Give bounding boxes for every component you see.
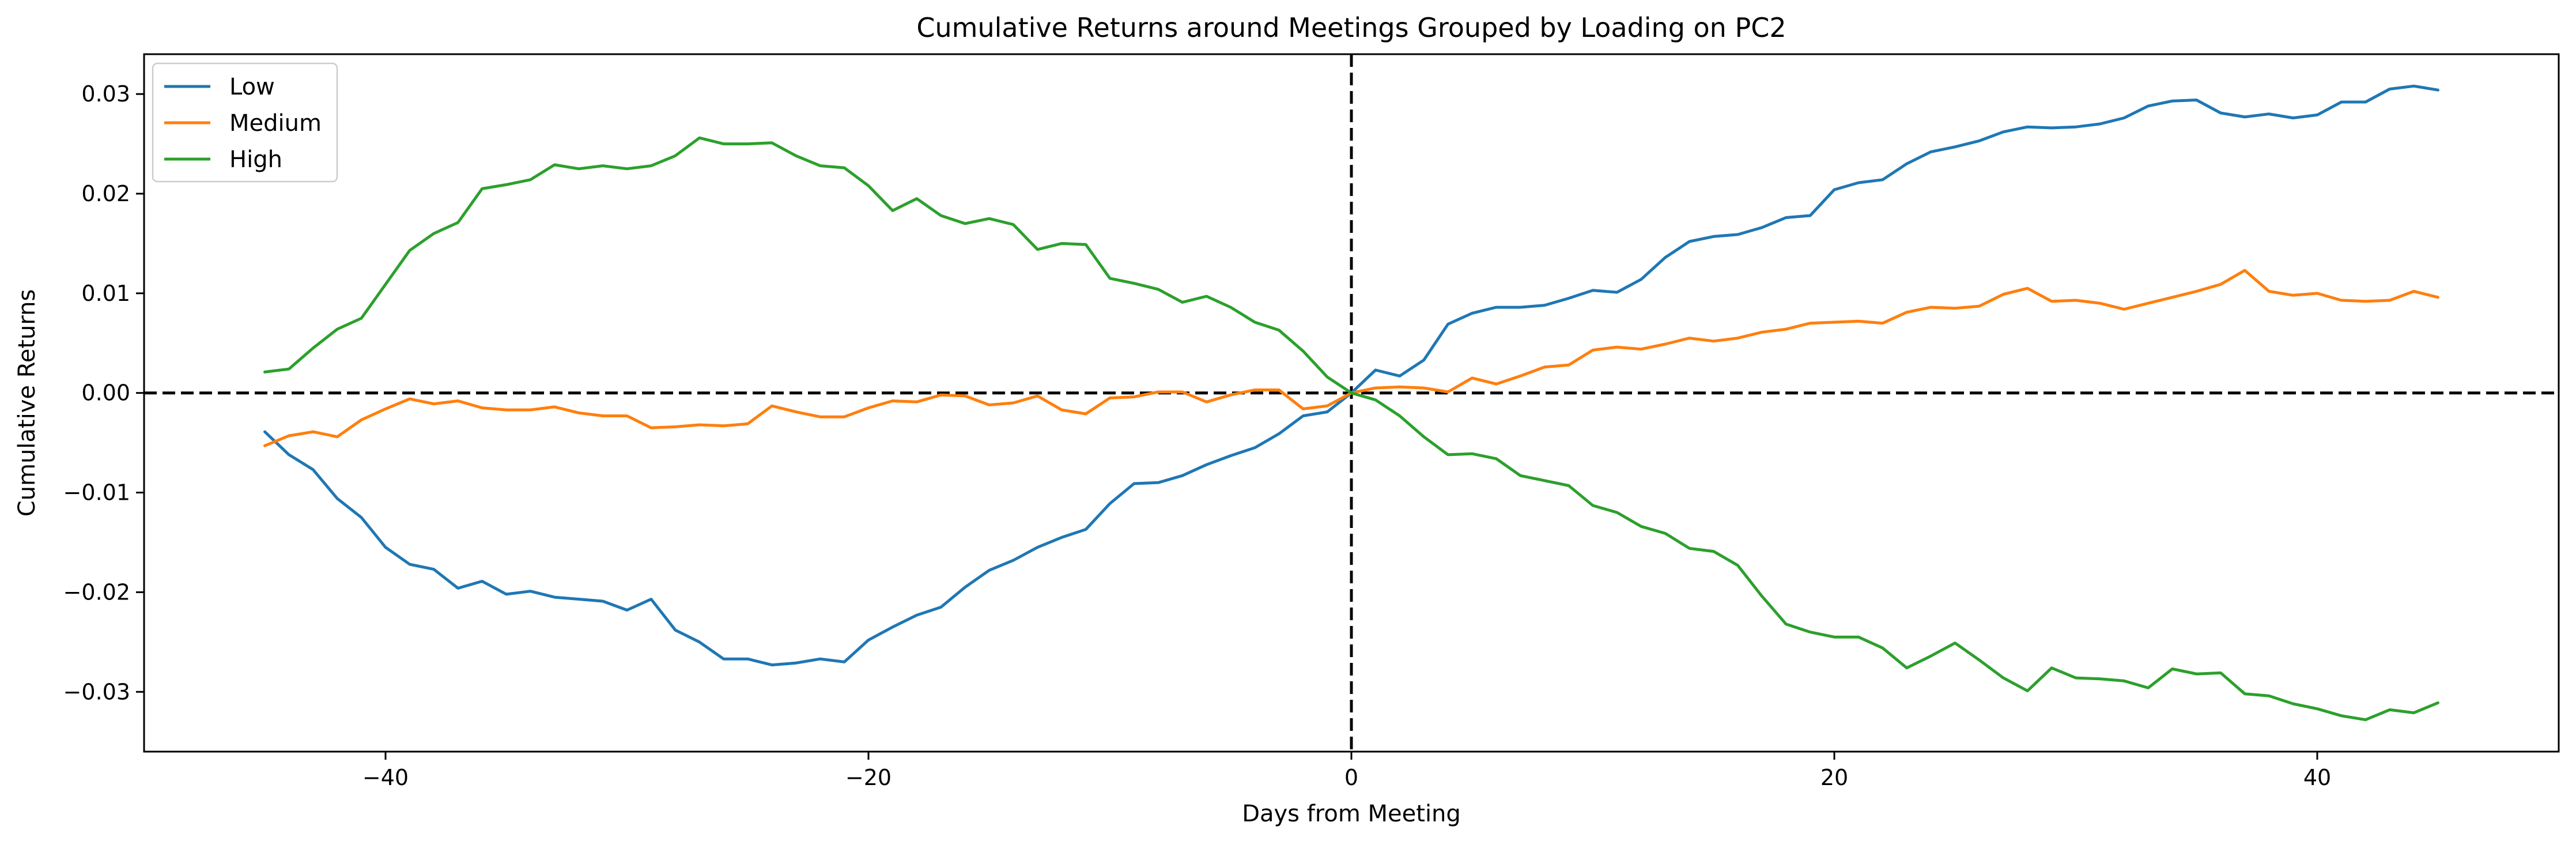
legend-label-high: High: [229, 146, 282, 173]
x-tick-label: 40: [2303, 765, 2331, 790]
x-axis-label: Days from Meeting: [1242, 801, 1461, 827]
y-axis: −0.03 −0.02 −0.01 0.00 0.01 0.02 0.03: [63, 81, 144, 704]
x-axis: −40 −20 0 20 40: [362, 752, 2331, 790]
y-tick-label: −0.02: [63, 579, 130, 605]
y-tick-label: 0.02: [81, 181, 130, 206]
x-tick-label: 20: [1820, 765, 1848, 790]
y-axis-label: Cumulative Returns: [14, 289, 40, 517]
x-tick-label: 0: [1344, 765, 1358, 790]
x-tick-label: −40: [362, 765, 409, 790]
legend-label-low: Low: [229, 74, 275, 100]
series-lines: [263, 84, 2439, 722]
legend-label-medium: Medium: [229, 110, 322, 137]
y-tick-label: 0.03: [81, 81, 130, 107]
y-tick-label: −0.01: [63, 480, 130, 506]
series-line-high: [263, 136, 2439, 722]
reference-lines: [144, 54, 2559, 752]
legend-box: [152, 62, 338, 183]
y-tick-label: 0.00: [81, 380, 130, 406]
x-tick-label: −20: [845, 765, 892, 790]
chart-title: Cumulative Returns around Meetings Group…: [916, 12, 1786, 43]
y-tick-label: 0.01: [81, 281, 130, 306]
legend: Low Medium High: [152, 62, 338, 183]
y-tick-label: −0.03: [63, 679, 130, 704]
